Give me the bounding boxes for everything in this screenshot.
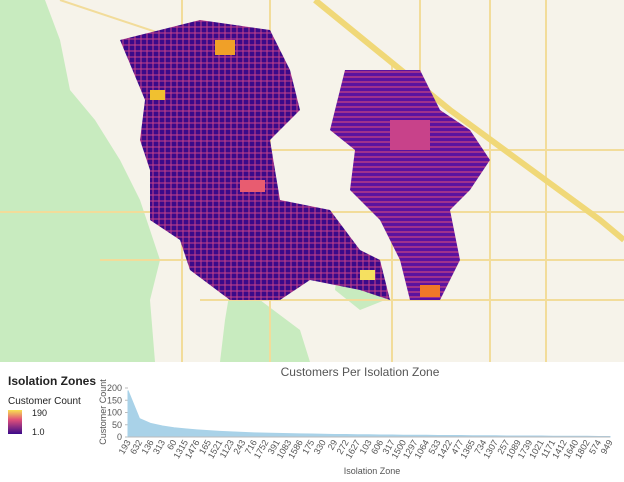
legend-field: Customer Count [8, 396, 81, 407]
network [120, 20, 490, 300]
legend-title: Isolation Zones [8, 374, 96, 388]
green-area [0, 0, 160, 362]
chart: Isolation Zones Customer Count 190 1.0 C… [8, 365, 615, 476]
y-tick-label: 200 [107, 383, 122, 393]
y-tick-label: 50 [112, 420, 122, 430]
highway [313, 0, 624, 243]
area [127, 390, 611, 438]
x-tick-label: 29 [326, 438, 340, 452]
x-tick-label: 949 [599, 438, 615, 456]
y-tick-label: 0 [117, 432, 122, 442]
legend-ramp [8, 410, 22, 434]
legend-max: 190 [32, 408, 47, 418]
y-tick-label: 150 [107, 395, 122, 405]
map [0, 0, 624, 362]
y-tick-label: 100 [107, 408, 122, 418]
green-area [220, 290, 310, 362]
chart-title: Customers Per Isolation Zone [281, 365, 440, 379]
legend-min: 1.0 [32, 427, 45, 437]
x-tick-label: 60 [165, 438, 179, 452]
y-axis-label: Customer Count [98, 379, 108, 445]
x-axis-label: Isolation Zone [344, 466, 401, 476]
